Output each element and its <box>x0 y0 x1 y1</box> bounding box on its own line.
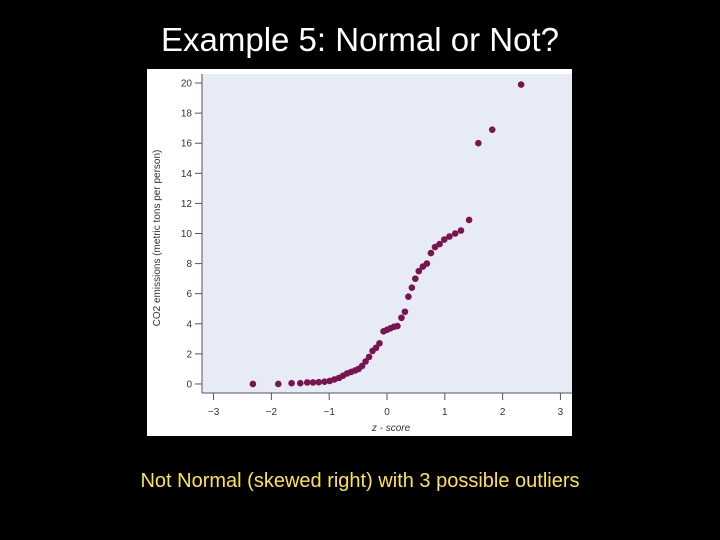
data-point <box>423 260 431 267</box>
y-tick-label: 4 <box>186 319 192 330</box>
data-point <box>475 139 482 147</box>
data-point <box>358 362 366 370</box>
data-point <box>296 379 304 387</box>
x-tick-label: 3 <box>558 407 564 418</box>
data-point <box>376 340 383 347</box>
data-point <box>440 236 448 243</box>
data-point <box>372 344 380 352</box>
data-point <box>365 353 373 361</box>
data-point <box>408 284 416 291</box>
data-point <box>309 379 317 386</box>
data-point <box>394 322 401 330</box>
data-point <box>465 216 473 224</box>
data-point <box>457 227 465 234</box>
chart-figure: 0 2 4 6 8 10 12 14 16 18 20 −3 −2 −1 0 1 2 3 CO2 emissio… <box>147 69 572 436</box>
x-tick-label: −3 <box>208 407 220 418</box>
y-tick-label: 6 <box>186 289 192 300</box>
y-tick-label: 8 <box>186 259 192 270</box>
y-tick-label: 0 <box>186 379 192 390</box>
x-tick-label: −1 <box>323 407 335 418</box>
y-axis-title: CO2 emissions (metric tons per person) <box>152 150 163 327</box>
data-point <box>362 358 369 365</box>
x-axis: −3 −2 −1 0 1 2 3 <box>202 392 572 418</box>
y-tick-label: 12 <box>181 199 193 210</box>
data-point <box>249 380 257 388</box>
data-point <box>398 314 405 322</box>
data-point <box>451 230 459 237</box>
data-point <box>321 378 328 386</box>
data-point <box>436 240 443 248</box>
x-tick-label: −2 <box>266 407 278 418</box>
y-tick-label: 14 <box>181 169 193 180</box>
plot-area <box>202 74 572 393</box>
data-point <box>315 378 323 386</box>
x-tick-label: 2 <box>500 407 506 418</box>
data-points <box>249 81 525 388</box>
x-tick-label: 1 <box>442 407 448 418</box>
y-tick-label: 20 <box>181 79 193 90</box>
y-tick-label: 18 <box>181 109 193 120</box>
y-tick-label: 2 <box>186 349 192 360</box>
slide-title: Example 5: Normal or Not? <box>161 21 559 58</box>
data-point <box>303 379 311 386</box>
y-tick-label: 10 <box>181 229 193 240</box>
data-point <box>488 126 496 133</box>
x-tick-label: 0 <box>384 407 390 418</box>
data-point <box>401 308 409 316</box>
data-point <box>427 249 435 257</box>
y-tick-label: 16 <box>181 139 193 150</box>
data-point <box>405 293 412 300</box>
data-point <box>275 380 282 388</box>
data-point <box>446 233 453 240</box>
data-point <box>517 81 525 88</box>
data-point <box>415 267 423 275</box>
data-point <box>412 275 419 282</box>
x-axis-title: z - score <box>371 423 411 434</box>
y-axis: 0 2 4 6 8 10 12 14 16 18 20 <box>181 74 203 393</box>
data-point <box>288 379 295 387</box>
slide-caption: Not Normal (skewed right) with 3 possibl… <box>140 470 580 492</box>
